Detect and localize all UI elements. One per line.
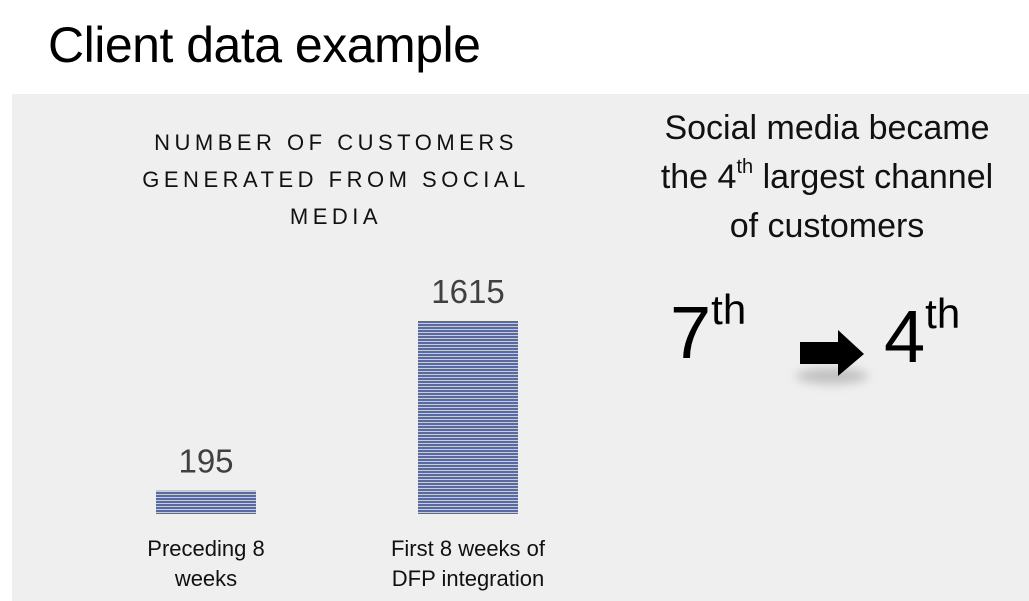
callout-line-1: Social media became [664,109,990,147]
callout-line-3: of customers [729,207,925,245]
callout-line-2-suffix: th [736,156,754,178]
category-label-line: Preceding 8 [147,536,264,561]
category-label-line: First 8 weeks of [391,536,546,561]
chart-title-line: NUMBER OF CUSTOMERS [154,130,518,155]
category-label-line: weeks [174,566,237,591]
content-panel [12,94,1029,601]
callout-line-2-start: the 4 [660,158,737,196]
rank-before-suffix: th [711,286,747,333]
rank-before: 7th [670,289,746,370]
rank-after-number: 4 [884,295,926,378]
rank-before-number: 7 [670,291,712,374]
right-arrow-icon [786,318,876,398]
chart-title-line: MEDIA [290,204,382,229]
bar [156,490,256,514]
callout-line-2-end: largest channel [753,158,994,196]
callout-text: Social media became the 4th largest chan… [612,104,1029,251]
page-title: Client data example [48,17,481,73]
callout-line-2: the 4th largest channel [612,153,1029,202]
data-label: 1615 [431,273,504,310]
bar [418,321,518,514]
category-label-line: DFP integration [392,566,544,591]
data-label: 195 [178,443,233,480]
rank-after: 4th [884,293,960,374]
rank-after-suffix: th [925,290,961,337]
chart-title-line: GENERATED FROM SOCIAL [142,167,529,192]
